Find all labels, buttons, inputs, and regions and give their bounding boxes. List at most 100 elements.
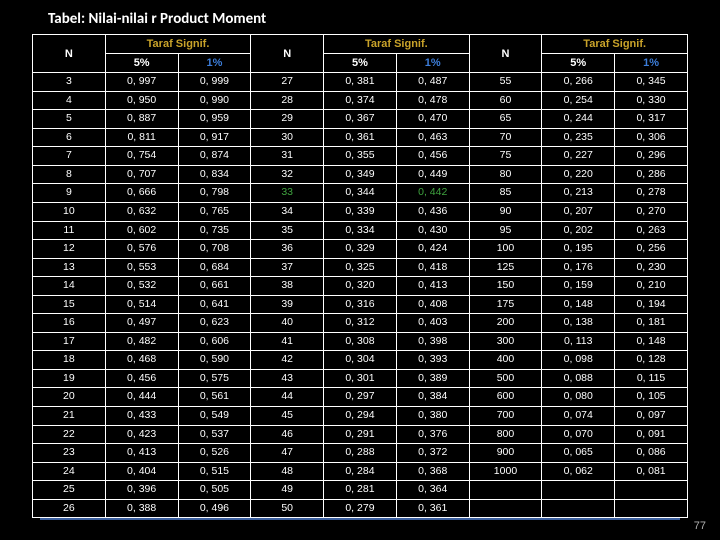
cell: 0, 514 — [105, 295, 178, 314]
cell: 0, 256 — [615, 240, 688, 259]
cell: 0, 515 — [178, 462, 251, 481]
cell: 6 — [33, 128, 106, 147]
cell: 0, 811 — [105, 128, 178, 147]
col-1pct: 1% — [178, 54, 251, 73]
cell: 0, 344 — [324, 184, 397, 203]
cell: 31 — [251, 147, 324, 166]
table-row: 250, 3960, 505490, 2810, 364 — [33, 481, 688, 500]
cell: 0, 874 — [178, 147, 251, 166]
footer-line — [40, 518, 680, 520]
table-row: 110, 6020, 735350, 3340, 430950, 2020, 2… — [33, 221, 688, 240]
cell: 0, 381 — [324, 73, 397, 92]
cell: 0, 887 — [105, 110, 178, 129]
table-row: 50, 8870, 959290, 3670, 470650, 2440, 31… — [33, 110, 688, 129]
cell: 0, 482 — [105, 332, 178, 351]
cell: 4 — [33, 91, 106, 110]
cell: 100 — [469, 240, 542, 259]
cell: 0, 312 — [324, 314, 397, 333]
table-row: 180, 4680, 590420, 3040, 3934000, 0980, … — [33, 351, 688, 370]
cell: 28 — [251, 91, 324, 110]
cell: 0, 081 — [615, 462, 688, 481]
col-taraf-1: Taraf Signif. — [105, 35, 251, 54]
cell: 8 — [33, 165, 106, 184]
cell: 0, 074 — [542, 407, 615, 426]
cell: 0, 606 — [178, 332, 251, 351]
cell: 0, 148 — [615, 332, 688, 351]
cell: 0, 181 — [615, 314, 688, 333]
cell: 0, 707 — [105, 165, 178, 184]
cell: 0, 754 — [105, 147, 178, 166]
page-title: Tabel: Nilai-nilai r Product Moment — [0, 0, 720, 34]
cell: 39 — [251, 295, 324, 314]
cell: 0, 320 — [324, 277, 397, 296]
cell: 0, 997 — [105, 73, 178, 92]
cell: 0, 294 — [324, 407, 397, 426]
cell: 32 — [251, 165, 324, 184]
cell: 0, 281 — [324, 481, 397, 500]
cell: 0, 661 — [178, 277, 251, 296]
cell: 40 — [251, 314, 324, 333]
cell: 0, 308 — [324, 332, 397, 351]
cell: 5 — [33, 110, 106, 129]
cell: 0, 449 — [396, 165, 469, 184]
cell: 0, 376 — [396, 425, 469, 444]
cell: 0, 202 — [542, 221, 615, 240]
cell: 0, 230 — [615, 258, 688, 277]
cell: 0, 549 — [178, 407, 251, 426]
cell: 0, 413 — [105, 444, 178, 463]
cell: 0, 433 — [105, 407, 178, 426]
cell: 80 — [469, 165, 542, 184]
cell: 0, 374 — [324, 91, 397, 110]
cell: 0, 361 — [324, 128, 397, 147]
table-row: 230, 4130, 526470, 2880, 3729000, 0650, … — [33, 444, 688, 463]
cell: 0, 408 — [396, 295, 469, 314]
cell: 0, 470 — [396, 110, 469, 129]
cell: 0, 444 — [105, 388, 178, 407]
col-n: N — [33, 35, 106, 73]
cell: 0, 537 — [178, 425, 251, 444]
cell: 0, 159 — [542, 277, 615, 296]
cell: 0, 080 — [542, 388, 615, 407]
cell: 0, 297 — [324, 388, 397, 407]
cell: 125 — [469, 258, 542, 277]
cell: 0, 355 — [324, 147, 397, 166]
cell: 7 — [33, 147, 106, 166]
cell: 0, 990 — [178, 91, 251, 110]
cell: 0, 254 — [542, 91, 615, 110]
cell: 0, 623 — [178, 314, 251, 333]
cell: 16 — [33, 314, 106, 333]
cell: 0, 065 — [542, 444, 615, 463]
cell: 17 — [33, 332, 106, 351]
cell: 150 — [469, 277, 542, 296]
cell: 0, 403 — [396, 314, 469, 333]
cell: 0, 590 — [178, 351, 251, 370]
cell: 0, 436 — [396, 203, 469, 222]
cell: 0, 194 — [615, 295, 688, 314]
table-row: 80, 7070, 834320, 3490, 449800, 2200, 28… — [33, 165, 688, 184]
cell: 0, 532 — [105, 277, 178, 296]
cell: 0, 398 — [396, 332, 469, 351]
cell: 900 — [469, 444, 542, 463]
cell: 15 — [33, 295, 106, 314]
cell: 400 — [469, 351, 542, 370]
cell: 85 — [469, 184, 542, 203]
cell: 0, 301 — [324, 369, 397, 388]
page-number: 77 — [694, 520, 706, 532]
table-row: 30, 9970, 999270, 3810, 487550, 2660, 34… — [33, 73, 688, 92]
cell: 49 — [251, 481, 324, 500]
cell: 0, 317 — [615, 110, 688, 129]
cell: 0, 602 — [105, 221, 178, 240]
cell: 0, 288 — [324, 444, 397, 463]
cell: 175 — [469, 295, 542, 314]
col-5pct: 5% — [105, 54, 178, 73]
col-n: N — [251, 35, 324, 73]
col-5pct: 5% — [324, 54, 397, 73]
cell: 70 — [469, 128, 542, 147]
cell: 800 — [469, 425, 542, 444]
cell: 0, 088 — [542, 369, 615, 388]
cell: 0, 210 — [615, 277, 688, 296]
cell: 0, 176 — [542, 258, 615, 277]
cell: 0, 497 — [105, 314, 178, 333]
cell: 0, 070 — [542, 425, 615, 444]
cell: 26 — [33, 499, 106, 518]
